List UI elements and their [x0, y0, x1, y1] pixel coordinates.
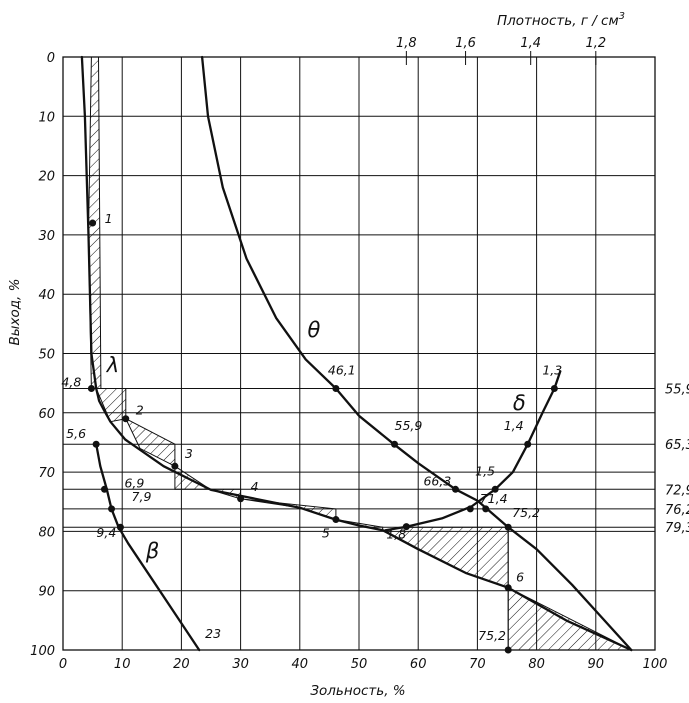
data-point: [391, 440, 399, 448]
data-point: [504, 523, 512, 531]
density-axis-title-sup: 3: [619, 11, 625, 22]
x-axis-title: Зольность, %: [310, 683, 405, 699]
curve-label-beta: β: [145, 539, 159, 563]
data-point: [466, 505, 474, 513]
point-label: 9,4: [96, 525, 116, 540]
curve-lambda: [80, 55, 633, 652]
data-point: [100, 485, 108, 493]
point-label: 46,1: [328, 362, 356, 377]
data-point: [116, 523, 124, 531]
level-label: 76,2: [665, 503, 689, 518]
beta-end-label: 23: [205, 626, 221, 641]
y-tick-label: 20: [38, 170, 55, 185]
data-point: [122, 415, 130, 423]
data-point: [171, 462, 179, 470]
point-label: 5: [322, 526, 330, 541]
point-label: 75,2: [478, 628, 506, 643]
density-tick-label: 1,2: [585, 36, 606, 51]
data-point: [92, 440, 100, 448]
data-point: [332, 516, 340, 524]
data-point: [237, 495, 245, 503]
data-point: [504, 584, 512, 592]
point-label: 4,8: [61, 374, 81, 389]
data-point: [524, 440, 532, 448]
data-point: [451, 485, 459, 493]
plot-frame: [62, 56, 656, 651]
point-label: 71,4: [480, 491, 508, 506]
point-label: 6: [516, 570, 524, 585]
x-tick-label: 40: [292, 657, 309, 672]
data-point: [402, 523, 410, 531]
point-label: 1: [105, 211, 113, 226]
level-label: 65,3: [665, 438, 689, 453]
data-point: [87, 384, 95, 392]
x-tick-label: 0: [59, 657, 67, 672]
data-point: [550, 384, 558, 392]
y-tick-label: 50: [38, 348, 55, 363]
y-tick-label: 10: [38, 110, 55, 125]
data-point: [482, 505, 490, 513]
x-tick-label: 20: [173, 657, 190, 672]
data-point: [108, 505, 116, 513]
grid: [62, 51, 656, 651]
hatch-region-3: [124, 417, 176, 468]
y-tick-label: 40: [38, 288, 55, 303]
y-tick-label: 100: [30, 644, 55, 659]
density-tick-label: 1,4: [520, 36, 541, 51]
data-point: [491, 485, 499, 493]
point-label: 55,9: [395, 418, 423, 433]
data-point: [504, 646, 512, 654]
curve-label-lambda: λ: [106, 353, 119, 377]
point-label: 5,6: [66, 426, 86, 441]
point-label: 7,9: [132, 489, 152, 504]
point-label: 66,3: [423, 473, 451, 488]
density-tick-label: 1,8: [396, 36, 417, 51]
point-label: 1,5: [475, 463, 495, 478]
x-tick-label: 70: [469, 657, 486, 672]
data-point: [332, 384, 340, 392]
density-axis-title: Плотность, г / см3: [497, 11, 625, 29]
x-tick-label: 50: [351, 657, 368, 672]
point-label: 3: [185, 446, 193, 461]
x-tick-label: 90: [588, 657, 605, 672]
point-label: 1,8: [386, 527, 406, 542]
y-tick-label: 60: [38, 407, 55, 422]
y-tick-label: 0: [47, 51, 55, 66]
curve-label-theta: θ: [307, 318, 320, 342]
y-tick-label: 70: [38, 466, 55, 481]
level-label: 72,9: [665, 483, 689, 498]
level-label: 79,3: [665, 521, 689, 536]
point-label: 2: [136, 403, 144, 418]
point-label: 6,9: [124, 475, 144, 490]
point-label: 4: [251, 479, 259, 494]
x-tick-label: 10: [114, 657, 131, 672]
y-tick-label: 80: [38, 525, 55, 540]
point-label: 1,3: [542, 362, 562, 377]
curve-delta: [384, 370, 562, 532]
y-axis-title: Выход, %: [7, 279, 23, 346]
level-label: 55,9: [665, 382, 689, 397]
point-label: 1,4: [504, 418, 524, 433]
x-tick-label: 80: [528, 657, 545, 672]
x-tick-label: 60: [410, 657, 427, 672]
labels: 0 10 20 30 40 50 60 70 80 90 100 0 10 20 30 40 50 60 70 80 9…: [30, 36, 689, 672]
x-tick-label: 30: [232, 657, 249, 672]
points: [87, 219, 558, 654]
y-tick-label: 30: [38, 229, 55, 244]
x-tick-label: 100: [643, 657, 668, 672]
point-label: 75,2: [512, 505, 540, 520]
data-point: [89, 219, 97, 227]
curve-label-delta: δ: [513, 391, 526, 415]
density-tick-label: 1,6: [455, 36, 476, 51]
y-tick-label: 90: [38, 585, 55, 600]
